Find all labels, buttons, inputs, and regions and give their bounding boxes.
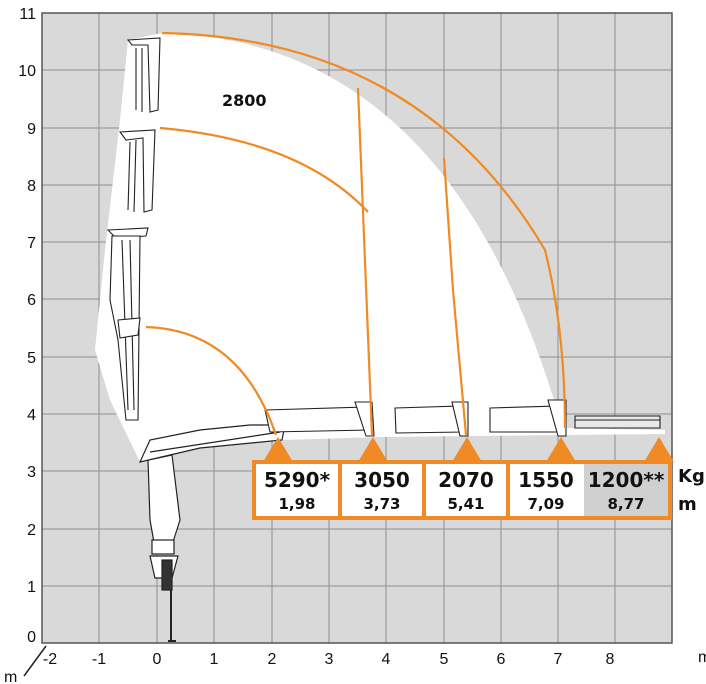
- x-tick-4: 4: [382, 651, 391, 668]
- folded-boom-positions: [106, 37, 161, 421]
- chart-border: [41, 12, 673, 644]
- x-tick-8: 8: [606, 651, 615, 668]
- load-curves: [145, 31, 567, 436]
- load-value-1: 5290*: [264, 468, 331, 492]
- x-axis-ticks: -2 -1 0 1 2 3 4 5 6 7 8: [43, 651, 615, 668]
- x-tick-neg1: -1: [92, 651, 106, 668]
- crane-column: [138, 424, 286, 642]
- x-tick-6: 6: [497, 651, 506, 668]
- load-value-3: 2070: [438, 468, 494, 492]
- y-tick-7: 7: [27, 235, 36, 252]
- radius-value-4: 7,09: [527, 495, 564, 513]
- x-tick-0: 0: [153, 651, 162, 668]
- x-tick-neg2: -2: [43, 651, 57, 668]
- load-arrows: [263, 437, 674, 462]
- x-tick-1: 1: [210, 651, 219, 668]
- load-value-2: 3050: [354, 468, 410, 492]
- load-values: 5290* 1,98 3050 3,73 2070 5,41 1550 7,09…: [264, 468, 665, 513]
- origin-slash: [23, 645, 47, 677]
- y-tick-8: 8: [27, 178, 36, 195]
- y-tick-3: 3: [27, 464, 36, 481]
- radius-unit: m: [678, 494, 697, 515]
- y-tick-1: 1: [27, 579, 36, 596]
- y-tick-4: 4: [27, 407, 36, 424]
- load-value-5: 1200**: [588, 468, 665, 492]
- x-tick-7: 7: [554, 651, 563, 668]
- y-unit-label: m: [4, 669, 17, 684]
- radius-value-1: 1,98: [278, 495, 315, 513]
- y-tick-2: 2: [27, 522, 36, 539]
- radius-value-5: 8,77: [607, 495, 644, 513]
- y-tick-5: 5: [27, 350, 36, 367]
- x-tick-2: 2: [268, 651, 277, 668]
- radius-value-3: 5,41: [447, 495, 484, 513]
- y-tick-0: 0: [27, 629, 36, 646]
- extended-boom-positions: [264, 399, 661, 437]
- y-tick-11: 11: [19, 6, 36, 23]
- radius-value-2: 3,73: [363, 495, 400, 513]
- top-capacity-label: 2800: [222, 91, 267, 110]
- y-tick-6: 6: [27, 292, 36, 309]
- x-unit-label: m: [698, 649, 706, 666]
- y-tick-9: 9: [27, 121, 36, 138]
- y-tick-10: 10: [18, 63, 36, 80]
- load-unit: Kg: [678, 466, 705, 487]
- load-table: [252, 460, 672, 520]
- y-axis-ticks: 0 1 2 3 4 5 6 7 8 9 10 11: [18, 6, 36, 646]
- load-value-4: 1550: [518, 468, 574, 492]
- x-tick-3: 3: [325, 651, 334, 668]
- x-tick-5: 5: [440, 651, 449, 668]
